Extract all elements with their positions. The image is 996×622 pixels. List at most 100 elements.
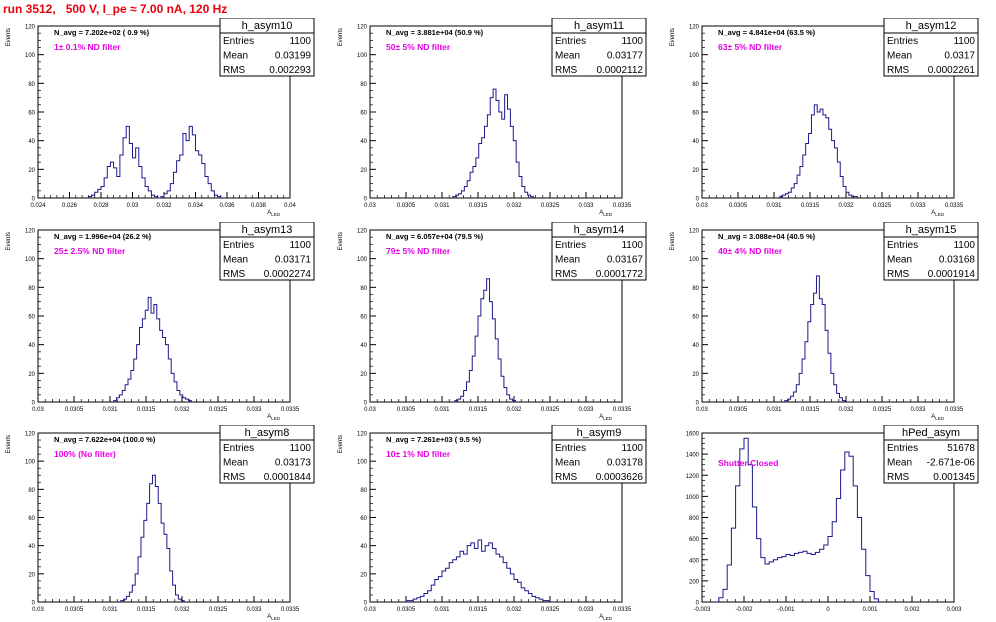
stats-title: h_asym11 [574, 20, 624, 32]
navg-annotation: N_avg = 7.622e+04 (100.0 %) [54, 435, 156, 444]
hist-bin [142, 319, 145, 402]
hist-bin [484, 290, 487, 402]
y-axis-label: Events [338, 28, 344, 46]
histogram-bins [785, 276, 845, 402]
stats-title: h_asym10 [242, 20, 293, 32]
y-axis-label: Events [338, 435, 344, 453]
stats-title: hPed_asym [902, 427, 960, 439]
hist-bin [487, 115, 490, 198]
stats-value: -2.671e-06 [927, 458, 976, 469]
histogram-panel-asym11: 0 20 40 60 80 100 120 0.03 0.0305 0.031 0.0315 0.03… [338, 18, 647, 217]
stats-value: 0.002293 [269, 65, 311, 76]
hist-bin [769, 562, 773, 602]
hist-bin [489, 543, 493, 602]
hist-bin [196, 151, 199, 198]
y-tick-label: 0 [32, 197, 36, 203]
stats-value: 0.03199 [275, 51, 312, 62]
hist-bin [803, 551, 807, 602]
y-tick-label: 20 [692, 168, 699, 174]
y-tick-label: 40 [28, 139, 35, 145]
y-axis-label: Events [670, 28, 676, 46]
hist-bin [757, 539, 761, 602]
y-tick-label: 60 [360, 315, 367, 321]
x-tick-label: 0.0305 [397, 203, 416, 209]
x-tick-label: 0.034 [188, 203, 204, 209]
y-tick-label: 40 [28, 343, 35, 349]
y-tick-label: 800 [689, 516, 700, 522]
y-tick-label: 80 [28, 286, 35, 292]
hist-bin [438, 577, 442, 602]
y-tick-label: 40 [360, 139, 367, 145]
y-tick-label: 0 [32, 401, 36, 407]
y-tick-label: 0 [364, 401, 368, 407]
hist-bin [727, 565, 731, 602]
filter-annotation: 100% (No filter) [54, 449, 116, 459]
hist-bin [870, 591, 874, 602]
x-tick-label: 0.032 [838, 407, 854, 413]
y-tick-label: 80 [692, 286, 699, 292]
y-tick-label: 100 [25, 460, 36, 466]
x-tick-label: 0.032 [174, 407, 190, 413]
x-tick-label: 0.03 [32, 407, 44, 413]
stats-label: Mean [887, 255, 912, 266]
y-tick-label: 1400 [686, 453, 700, 459]
hist-bin [836, 498, 840, 602]
stats-title: h_asym8 [245, 427, 290, 439]
y-tick-label: 0 [32, 601, 36, 607]
histogram-bins [88, 126, 220, 198]
x-tick-label: -0.001 [777, 607, 795, 613]
hist-bin [474, 548, 478, 602]
y-tick-label: 120 [689, 25, 700, 31]
hist-bin [521, 588, 525, 602]
stats-value: 0.0003626 [596, 472, 644, 483]
hist-bin [471, 543, 475, 602]
stats-box: h_asym8 Entries 1100 Mean 0.03173 RMS 0.000184… [219, 425, 315, 484]
hist-bin [492, 548, 496, 602]
hist-bin [719, 598, 723, 602]
hist-bin [496, 554, 500, 602]
x-tick-label: 0.0315 [801, 203, 820, 209]
y-tick-label: 100 [25, 53, 36, 59]
x-tick-label: 0.031 [102, 607, 118, 613]
hist-bin [773, 560, 777, 602]
y-tick-label: 120 [357, 229, 368, 235]
histogram-bins [455, 279, 515, 402]
x-tick-label: 0.0325 [209, 407, 228, 413]
y-tick-label: 60 [360, 111, 367, 117]
y-tick-label: 20 [360, 372, 367, 378]
stats-label: Mean [555, 458, 580, 469]
stats-value: 0.03173 [275, 458, 312, 469]
x-tick-label: 0.03 [364, 407, 376, 413]
hist-bin [811, 554, 815, 602]
x-tick-label: 0.0325 [541, 607, 560, 613]
hist-bin [493, 89, 496, 198]
hist-bin [503, 563, 507, 602]
x-tick-label: 0.0335 [613, 607, 632, 613]
stats-title: h_asym15 [906, 224, 957, 236]
x-tick-label: 0.002 [904, 607, 920, 613]
x-tick-label: 0.003 [946, 607, 962, 613]
y-axis-label: Events [6, 232, 12, 250]
stats-title: h_asym12 [906, 20, 957, 32]
hist-bin [478, 540, 482, 602]
hist-bin [442, 571, 446, 602]
stats-value: 0.0001844 [264, 472, 312, 483]
x-tick-label: 0.032 [506, 407, 522, 413]
stats-value: 0.03178 [607, 458, 644, 469]
stats-value: 0.03168 [939, 255, 976, 266]
hist-bin [532, 596, 536, 602]
hist-bin [482, 138, 485, 198]
y-tick-label: 0 [696, 601, 700, 607]
filter-annotation: 63± 5% ND filter [718, 42, 783, 52]
stats-label: RMS [887, 269, 910, 280]
stats-value: 0.0317 [944, 51, 975, 62]
hist-bin [151, 313, 154, 402]
stats-title: h_asym13 [242, 224, 293, 236]
filter-annotation: 40± 4% ND filter [718, 246, 783, 256]
hist-bin [814, 105, 817, 198]
stats-label: Mean [223, 458, 248, 469]
hist-bin [823, 115, 826, 198]
page-title: run 3512, 500 V, I_pe ≈ 7.00 nA, 120 Hz [3, 2, 228, 16]
x-tick-label: 0.0315 [469, 407, 488, 413]
x-tick-label: 0.033 [246, 407, 262, 413]
